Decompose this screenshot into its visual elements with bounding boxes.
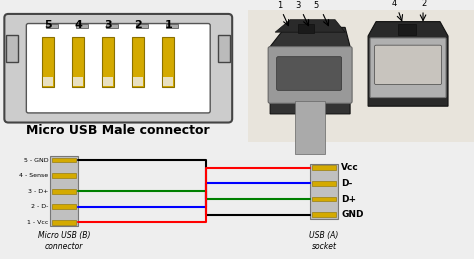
Text: 4 - Sense: 4 - Sense [19, 173, 48, 178]
Bar [312, 197, 336, 202]
Text: 5: 5 [313, 1, 319, 10]
Text: Micro USB Male connector: Micro USB Male connector [27, 124, 210, 138]
Text: 2 - D-: 2 - D- [31, 204, 48, 209]
Bar [106, 24, 118, 28]
Text: Micro USB (B)
connector: Micro USB (B) connector [38, 231, 91, 250]
Bar [312, 165, 336, 170]
Bar [52, 204, 76, 209]
FancyBboxPatch shape [268, 47, 352, 103]
Bar [46, 24, 58, 28]
Bar [132, 37, 144, 87]
Text: 4: 4 [74, 20, 82, 30]
Bar [312, 181, 336, 186]
Text: 3: 3 [104, 20, 112, 30]
Polygon shape [270, 27, 350, 114]
Text: Vcc: Vcc [341, 163, 359, 172]
Bar [6, 35, 18, 62]
Text: 5 - GND: 5 - GND [24, 157, 48, 162]
Bar [102, 37, 114, 87]
Bar [163, 77, 173, 86]
Bar [42, 37, 55, 87]
Bar [136, 24, 148, 28]
Text: 1: 1 [164, 20, 172, 30]
Bar [52, 220, 76, 225]
Bar [312, 212, 336, 217]
Bar [310, 164, 338, 219]
Bar [52, 189, 76, 194]
Polygon shape [275, 20, 345, 32]
Bar [162, 37, 174, 87]
Text: 1: 1 [277, 1, 283, 10]
Bar [103, 77, 113, 86]
Bar [295, 101, 325, 154]
Text: D+: D+ [341, 195, 356, 204]
Text: GND: GND [341, 210, 364, 219]
Text: 3 - D+: 3 - D+ [28, 189, 48, 194]
Bar [73, 77, 83, 86]
Bar [218, 35, 230, 62]
FancyBboxPatch shape [277, 57, 342, 90]
Bar [133, 77, 143, 86]
Text: 4: 4 [392, 0, 397, 8]
Text: 2: 2 [421, 0, 427, 8]
Bar [73, 37, 84, 87]
Bar [52, 158, 76, 162]
FancyBboxPatch shape [27, 24, 210, 113]
Bar [50, 156, 78, 226]
Text: USB (A)
socket: USB (A) socket [310, 231, 339, 250]
Text: 3: 3 [295, 1, 301, 10]
Bar [43, 77, 53, 86]
Text: 5: 5 [45, 20, 52, 30]
Polygon shape [368, 21, 448, 106]
FancyBboxPatch shape [370, 38, 446, 98]
Bar [76, 24, 88, 28]
Bar [166, 24, 178, 28]
Text: 1 - Vcc: 1 - Vcc [27, 220, 48, 225]
Bar [398, 24, 416, 35]
FancyBboxPatch shape [4, 14, 232, 123]
Bar [298, 24, 314, 33]
Text: 2: 2 [135, 20, 142, 30]
FancyBboxPatch shape [374, 45, 441, 85]
Bar [248, 10, 474, 142]
Bar [52, 173, 76, 178]
Text: D-: D- [341, 179, 353, 188]
